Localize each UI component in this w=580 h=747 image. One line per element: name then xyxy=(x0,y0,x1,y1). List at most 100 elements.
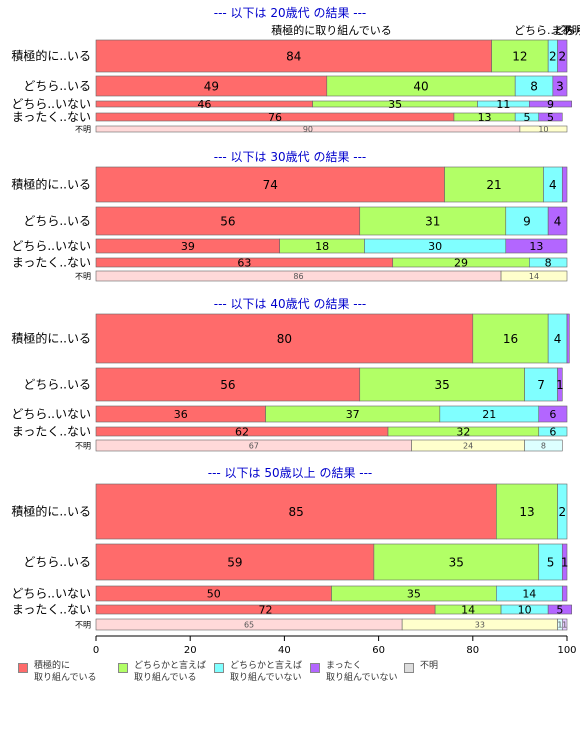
bar-value-label: 14 xyxy=(529,272,539,281)
bar-segment xyxy=(561,618,568,631)
x-axis-tick-label: 20 xyxy=(184,645,197,656)
bar-value-label: 8 xyxy=(545,256,552,269)
bar-segment xyxy=(529,100,573,108)
bar-segment xyxy=(552,75,568,97)
bar-value-label: 2 xyxy=(549,49,557,63)
bar-segment xyxy=(95,483,497,540)
row-label: まったく..ない xyxy=(12,603,91,617)
panel-title: --- 以下は 30歳代 の結果 --- xyxy=(214,150,367,164)
legend-item-somewhat-active: どちらかと言えば 取り組んでいる xyxy=(118,660,206,684)
bar-value-label: 4 xyxy=(554,332,562,346)
row-label: 不明 xyxy=(75,272,91,281)
bar-segment xyxy=(505,238,568,254)
row-label: 積極的に..いる xyxy=(11,48,91,63)
bar-segment xyxy=(472,313,549,364)
bar-value-label: 84 xyxy=(286,49,301,63)
bar-value-label: 13 xyxy=(529,240,543,253)
bar-value-label: 9 xyxy=(523,214,531,228)
bar-value-label: 1 xyxy=(561,555,569,569)
bar-segment xyxy=(95,206,361,236)
bar-value-label: 62 xyxy=(235,425,249,438)
bar-segment xyxy=(538,112,563,122)
bar-value-label: 12 xyxy=(512,49,527,63)
bar-value-label: 35 xyxy=(435,378,450,392)
bar-value-label: 31 xyxy=(425,214,440,228)
bar-value-label: 35 xyxy=(449,555,464,569)
row-label: 不明 xyxy=(75,442,91,451)
bar-value-label: 35 xyxy=(388,98,402,111)
legend-item-active: 積極的に 取り組んでいる xyxy=(18,660,97,684)
bar-segment xyxy=(444,166,544,203)
row-label: どちら..いる xyxy=(23,555,91,569)
bar-segment xyxy=(519,125,568,133)
bar-segment xyxy=(529,257,568,268)
legend-label-somewhat-active: どちらかと言えば 取り組んでいる xyxy=(134,661,207,683)
bar-value-label: 13 xyxy=(519,505,534,519)
bar-value-label: 37 xyxy=(346,408,360,421)
bar-segment xyxy=(557,367,563,402)
legend-swatch-active xyxy=(18,663,28,673)
bar-segment xyxy=(561,585,568,602)
bar-segment xyxy=(95,543,375,581)
row-label: どちら..いる xyxy=(23,214,91,228)
bar-segment xyxy=(547,604,573,615)
bar-value-label: 32 xyxy=(456,425,470,438)
panel-title: --- 以下は 20歳代 の結果 --- xyxy=(214,6,367,20)
bar-value-label: 2 xyxy=(558,49,566,63)
bar-segment xyxy=(500,270,568,282)
bar-value-label: 7 xyxy=(537,378,545,392)
row-label: どちら..いない xyxy=(11,587,91,601)
bar-value-label: 39 xyxy=(181,240,195,253)
bar-value-label: 11 xyxy=(496,98,510,111)
bar-segment xyxy=(95,39,492,73)
x-axis-tick-label: 60 xyxy=(372,645,385,656)
bar-value-label: 10 xyxy=(538,125,548,134)
legend-item-unknown: 不明 xyxy=(404,660,438,673)
bar-segment xyxy=(359,367,525,402)
bar-value-label: 80 xyxy=(277,332,292,346)
legend-label-active: 積極的に 取り組んでいる xyxy=(34,661,97,683)
bar-value-label: 59 xyxy=(227,555,242,569)
x-axis-tick-label: 0 xyxy=(93,645,99,656)
bar-value-label: 9 xyxy=(547,98,554,111)
bar-value-label: 49 xyxy=(204,79,219,93)
bar-value-label: 40 xyxy=(413,79,428,93)
bar-segment xyxy=(561,166,568,203)
bar-value-label: 4 xyxy=(549,178,557,192)
row-label: どちら..いない xyxy=(11,97,91,111)
panel-title: --- 以下は 40歳代 の結果 --- xyxy=(214,297,367,311)
bar-value-label: 63 xyxy=(237,256,251,269)
bar-value-label: 56 xyxy=(220,378,235,392)
row-label: 積極的に..いる xyxy=(11,331,91,346)
x-axis-tick-label: 40 xyxy=(278,645,291,656)
bar-value-label: 1 xyxy=(562,620,567,629)
bar-segment xyxy=(524,439,563,452)
legend-item-somewhat-inactive: どちらかと言えば 取り組んでいない xyxy=(214,660,302,684)
bar-value-label: 72 xyxy=(259,603,273,616)
bar-value-label: 90 xyxy=(303,125,313,134)
bar-value-label: 5 xyxy=(547,111,554,124)
bar-segment xyxy=(524,367,558,402)
bar-value-label: 29 xyxy=(454,256,468,269)
row-label: まったく..ない xyxy=(12,110,91,124)
bar-value-label: 21 xyxy=(482,408,496,421)
row-label: どちら..いる xyxy=(23,378,91,392)
row-label: どちら..いない xyxy=(11,407,91,421)
bar-segment xyxy=(95,367,361,402)
legend-label-somewhat-inactive: どちらかと言えば 取り組んでいない xyxy=(230,661,303,683)
bar-value-label: 67 xyxy=(249,441,259,450)
bar-value-label: 1 xyxy=(556,378,564,392)
bar-segment xyxy=(95,313,474,364)
row-label: 積極的に..いる xyxy=(11,177,91,192)
bar-value-label: 18 xyxy=(315,240,329,253)
bar-value-label: 6 xyxy=(549,425,556,438)
bar-value-label: 74 xyxy=(263,178,278,192)
bar-segment xyxy=(538,405,568,423)
bar-value-label: 6 xyxy=(549,408,556,421)
bar-value-label: 8 xyxy=(541,441,546,450)
bar-value-label: 10 xyxy=(518,603,532,616)
column-header-extra: どちら..どちら xyxy=(514,24,580,37)
bar-value-label: 35 xyxy=(407,587,421,600)
bar-value-label: 5 xyxy=(556,603,563,616)
row-label: まったく..ない xyxy=(12,256,91,270)
